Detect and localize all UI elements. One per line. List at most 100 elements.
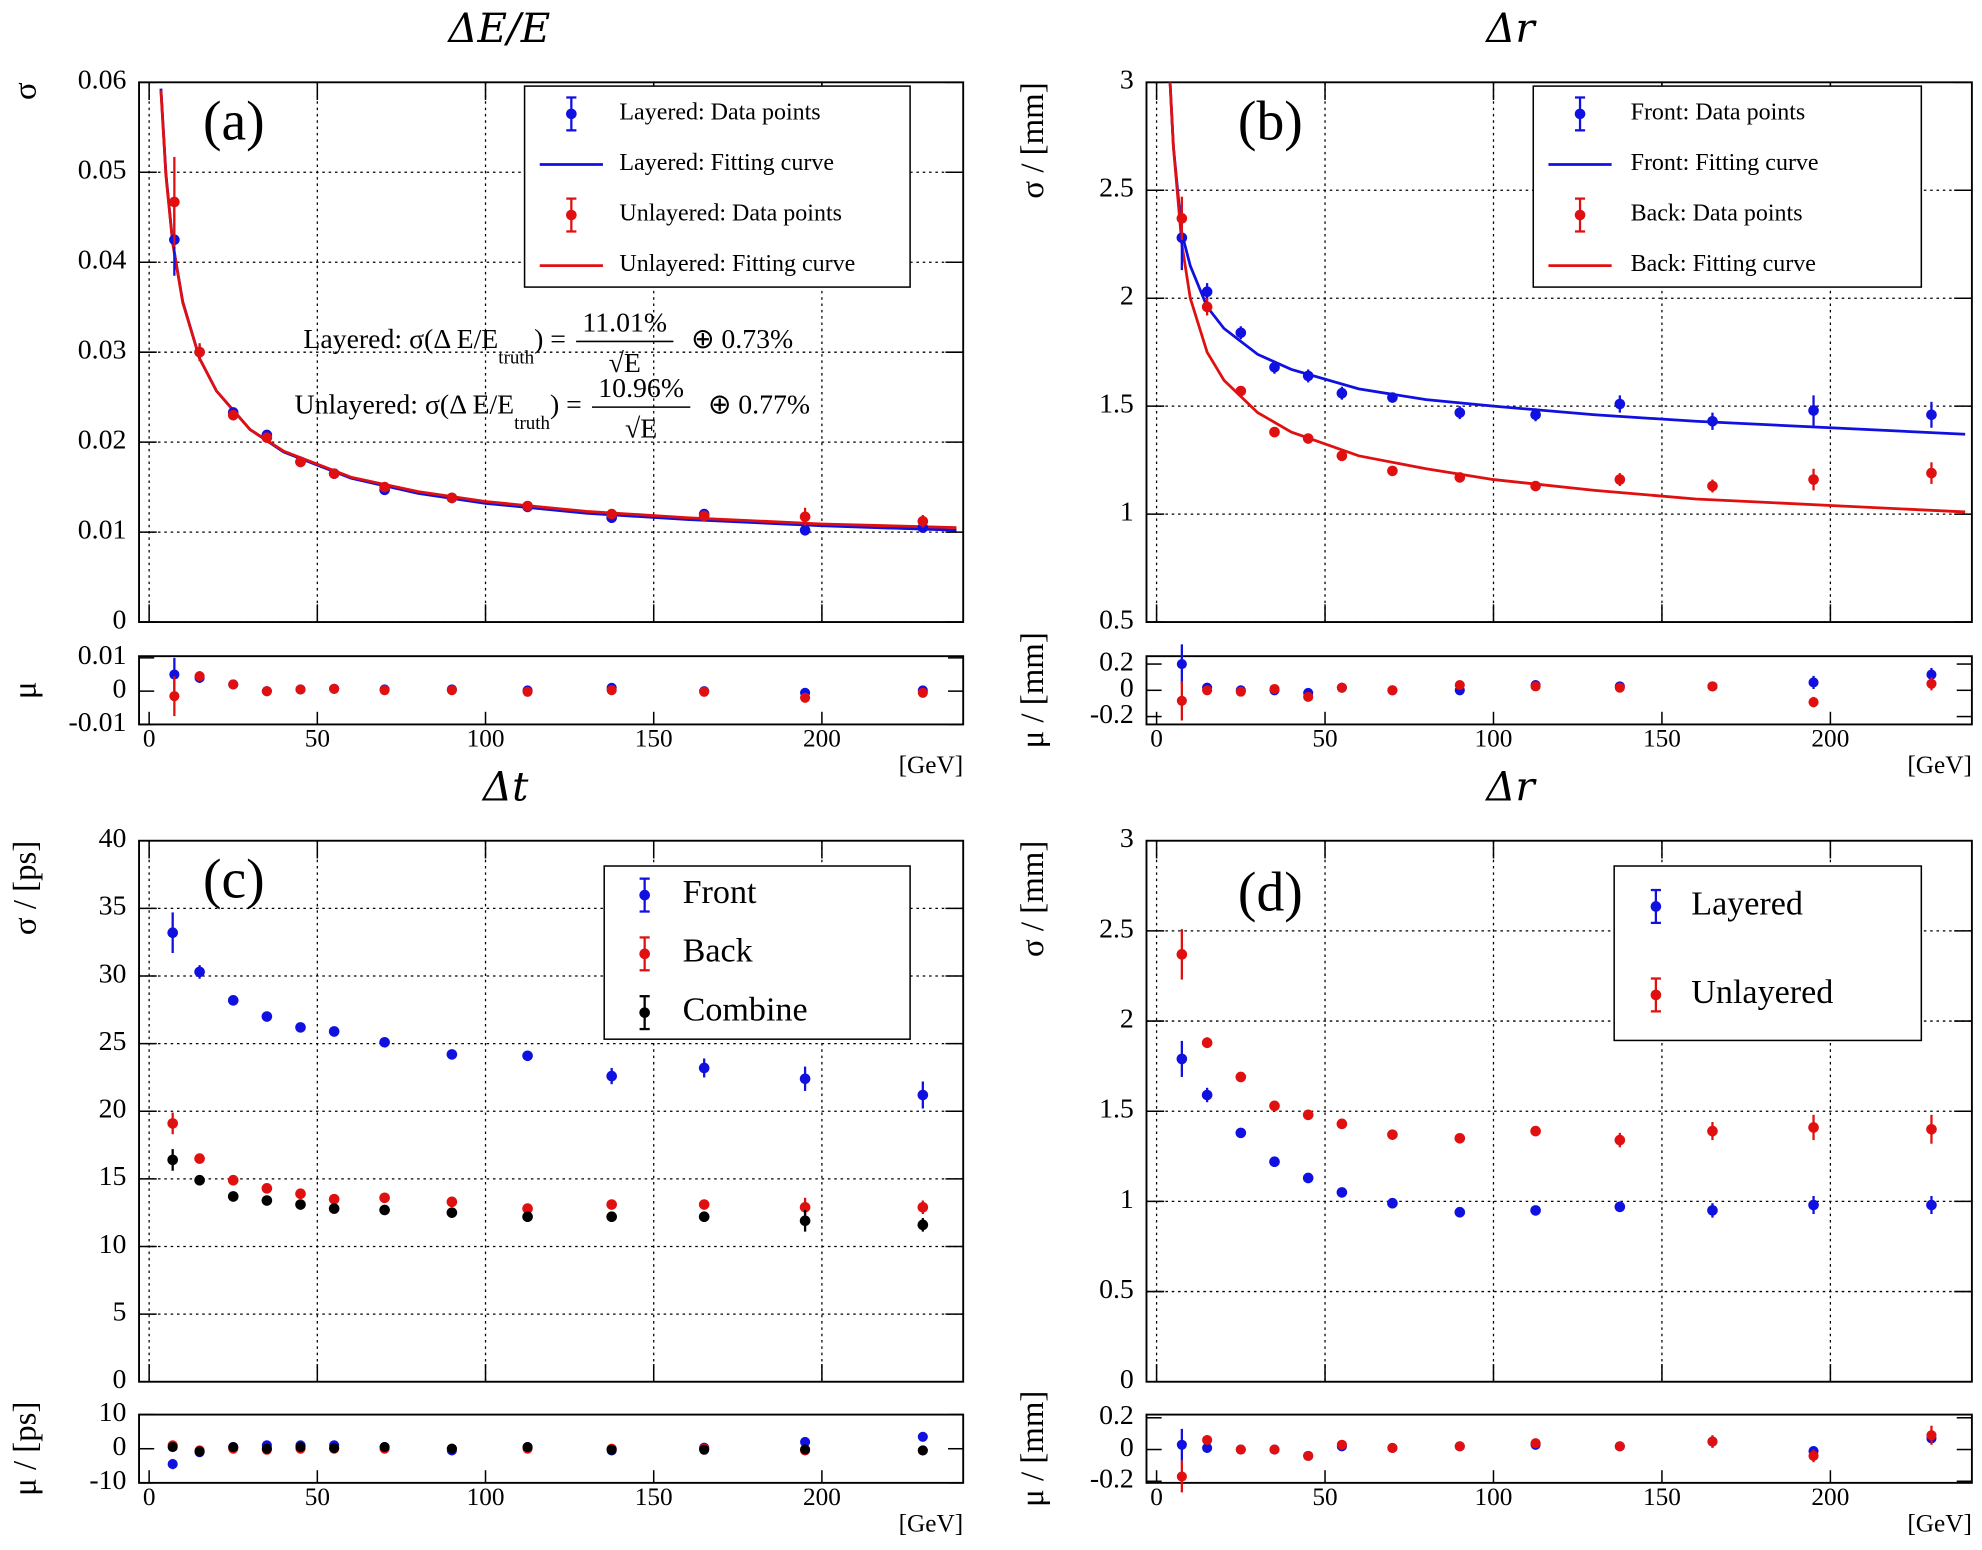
residual-point	[228, 679, 239, 690]
data-point	[1614, 398, 1626, 410]
data-point	[799, 511, 811, 523]
residual-point	[1202, 1434, 1213, 1446]
residual-y-axis-label: μ	[7, 681, 43, 699]
data-point	[606, 1070, 617, 1082]
legend-label: Layered: Data points	[619, 99, 820, 125]
residual-point	[522, 1441, 533, 1453]
residual-point	[1269, 683, 1280, 695]
data-point	[194, 1174, 205, 1186]
data-point	[606, 1199, 617, 1210]
y-tick-label: 3	[1120, 65, 1134, 96]
panel-label: (d)	[1238, 861, 1303, 923]
data-point	[917, 515, 929, 527]
data-point	[1235, 1127, 1247, 1139]
panel-label: (b)	[1238, 90, 1303, 152]
x-tick-label: 50	[1312, 725, 1337, 753]
residual-point	[1454, 1441, 1465, 1452]
annotation-subscript: truth	[498, 347, 534, 368]
y-axis-label: σ / [mm]	[1015, 82, 1051, 198]
residual-point	[1614, 682, 1625, 693]
legend-label: Front: Fitting curve	[1631, 150, 1819, 176]
data-point	[1387, 392, 1398, 403]
residual-point	[295, 1441, 306, 1453]
x-tick-label: 50	[1312, 1483, 1337, 1511]
residual-point	[1808, 677, 1819, 688]
annotation-subscript: truth	[514, 413, 550, 434]
x-tick-label: 0	[143, 725, 156, 753]
x-tick-label: 150	[1643, 725, 1681, 753]
legend-label: Back: Fitting curve	[1631, 251, 1816, 277]
data-point	[1454, 407, 1466, 418]
legend-label: Layered: Fitting curve	[619, 150, 834, 176]
x-axis-label: [GeV]	[1907, 751, 1972, 779]
data-point	[1707, 415, 1718, 427]
residual-point	[1303, 691, 1314, 702]
y-tick-label: 0	[1120, 1364, 1134, 1395]
legend-box	[523, 85, 911, 288]
data-point	[1336, 450, 1348, 462]
data-point	[799, 1215, 811, 1227]
data-point	[1387, 1129, 1398, 1140]
data-point	[379, 481, 390, 493]
data-point	[446, 1049, 458, 1060]
legend-marker	[639, 889, 650, 901]
residual-y-tick-label: 10	[99, 1397, 127, 1428]
data-point	[1808, 1122, 1819, 1133]
data-point	[227, 1174, 239, 1186]
residual-point	[261, 686, 272, 697]
data-point	[1336, 387, 1348, 399]
residual-point	[169, 691, 180, 702]
legend-label: Combine	[683, 991, 808, 1028]
residual-point	[1707, 681, 1718, 692]
plot-frame	[1145, 839, 1973, 1383]
y-tick-label: 10	[99, 1229, 127, 1260]
fit-curve	[1168, 82, 1966, 514]
residual-point	[917, 1431, 928, 1442]
y-tick-label: 0	[112, 1364, 126, 1395]
data-point	[328, 1203, 340, 1214]
data-point	[606, 1211, 617, 1223]
annotation-text: Unlayered: σ(Δ E/E	[295, 390, 515, 421]
data-point	[1269, 1156, 1280, 1168]
y-tick-label: 2	[1120, 281, 1134, 312]
data-point	[698, 1211, 710, 1223]
residual-y-tick-label: 0.2	[1099, 646, 1134, 677]
y-tick-label: 2.5	[1099, 173, 1134, 204]
data-point	[1302, 1109, 1314, 1121]
panel-title: Δr	[1484, 763, 1537, 811]
data-point	[698, 510, 710, 522]
data-point	[917, 1201, 929, 1213]
y-tick-label: 35	[99, 891, 127, 922]
residual-point	[1808, 1450, 1819, 1461]
residual-y-axis-label: μ / [ps]	[7, 1402, 43, 1496]
residual-point	[1303, 1450, 1314, 1461]
data-point	[1176, 949, 1188, 960]
residual-y-tick-label: 0	[112, 674, 126, 705]
legend-marker	[1650, 989, 1662, 1001]
y-tick-label: 25	[99, 1026, 127, 1057]
data-point	[167, 1118, 178, 1129]
data-point	[227, 1191, 239, 1202]
y-tick-label: 2.5	[1099, 913, 1134, 944]
residual-point	[379, 1441, 390, 1453]
residual-point	[1176, 695, 1187, 706]
y-tick-label: 0.03	[78, 335, 127, 366]
x-tick-label: 0	[1150, 1483, 1163, 1511]
y-tick-label: 3	[1120, 823, 1134, 854]
data-point	[1530, 1205, 1541, 1216]
data-point	[328, 1193, 340, 1205]
y-tick-label: 0.04	[78, 245, 127, 276]
data-point	[1176, 213, 1188, 224]
x-tick-label: 0	[1150, 725, 1163, 753]
data-point	[1201, 286, 1213, 298]
residual-point	[1926, 678, 1937, 689]
residual-point	[228, 1441, 239, 1453]
x-tick-label: 200	[1811, 725, 1849, 753]
residual-point	[1530, 681, 1541, 692]
data-point	[194, 1153, 205, 1164]
residual-y-axis-label: μ / [mm]	[1015, 1391, 1051, 1507]
legend-box	[1532, 85, 1923, 288]
residual-frame	[1145, 1413, 1973, 1484]
y-axis-label: σ / [ps]	[7, 841, 43, 935]
